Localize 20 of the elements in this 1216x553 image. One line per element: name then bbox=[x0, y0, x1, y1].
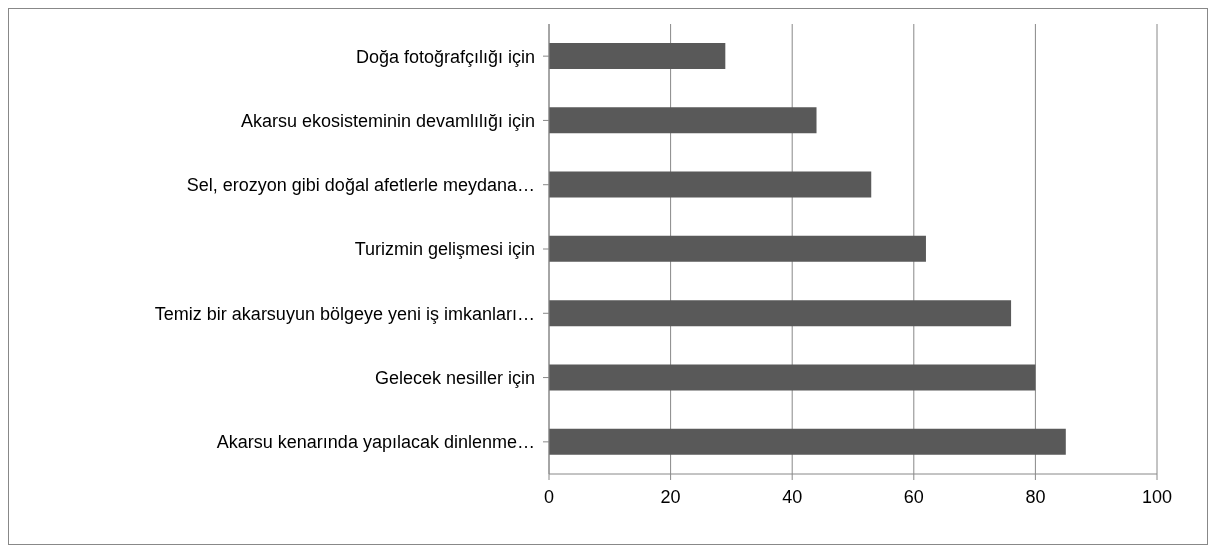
bar bbox=[549, 300, 1012, 327]
y-tick-label: Akarsu kenarında yapılacak dinlenme… bbox=[216, 432, 535, 453]
y-tick-label: Turizmin gelişmesi için bbox=[354, 239, 535, 260]
bar bbox=[549, 171, 872, 198]
y-tick-label: Akarsu ekosisteminin devamlılığı için bbox=[240, 110, 535, 131]
x-tick-label: 20 bbox=[660, 486, 681, 507]
y-tick-label: Gelecek nesiller için bbox=[374, 367, 535, 388]
x-tick-label: 100 bbox=[1141, 486, 1173, 507]
bar bbox=[549, 428, 1066, 455]
bar bbox=[549, 364, 1036, 391]
bar bbox=[549, 43, 726, 69]
x-tick-label: 40 bbox=[782, 486, 803, 507]
bar bbox=[549, 235, 926, 262]
x-tick-label: 80 bbox=[1025, 486, 1046, 507]
x-tick-label: 0 bbox=[543, 486, 555, 507]
bar bbox=[549, 107, 817, 134]
y-tick-label: Temiz bir akarsuyun bölgeye yeni iş imkanları… bbox=[154, 303, 535, 324]
x-tick-label: 60 bbox=[903, 486, 924, 507]
y-tick-label: Doğa fotoğrafçılığı için bbox=[355, 46, 535, 67]
y-tick-label: Sel, erozyon gibi doğal afetlerle meydana… bbox=[186, 175, 535, 196]
